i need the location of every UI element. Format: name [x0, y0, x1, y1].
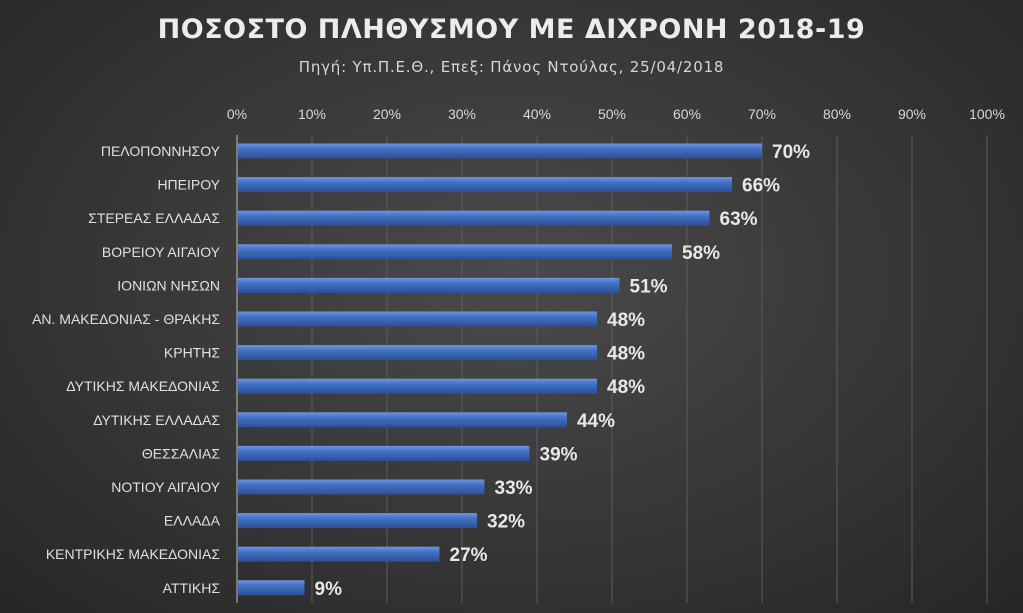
data-label: 44%	[577, 411, 615, 432]
gridlines	[236, 135, 988, 603]
chart-title: ΠΟΣΟΣΤΟ ΠΛΗΘΥΣΜΟΥ ΜΕ ΔΙΧΡΟΝΗ 2018-19	[157, 14, 866, 45]
category-label: ΠΕΛΟΠΟΝΝΗΣΟΥ	[101, 143, 221, 159]
data-label: 39%	[540, 444, 578, 465]
x-tick-label: 20%	[373, 106, 401, 122]
bar	[238, 513, 477, 529]
category-label: ΔΥΤΙΚΗΣ ΕΛΛΑΔΑΣ	[93, 412, 220, 428]
category-label: ΙΟΝΙΩΝ ΝΗΣΩΝ	[117, 277, 220, 293]
bar	[238, 244, 672, 260]
bar	[238, 445, 530, 461]
bar	[238, 143, 762, 159]
data-label: 48%	[607, 344, 645, 365]
data-labels: 70% 66% 63%58% 51% 48% 48% 48% 44% 39% 33% 32% 27% 9…	[315, 142, 811, 600]
bar	[238, 580, 305, 596]
bar	[238, 345, 597, 361]
x-tick-label: 40%	[523, 106, 551, 122]
category-label: ΑΤΤΙΚΗΣ	[163, 580, 221, 596]
x-tick-label: 90%	[898, 106, 926, 122]
x-tick-label: 10%	[298, 106, 326, 122]
category-label: ΣΤΕΡΕΑΣ ΕΛΛΑΔΑΣ	[88, 210, 220, 226]
category-label: ΘΕΣΣΑΛΙΑΣ	[142, 445, 220, 461]
bar	[238, 378, 597, 394]
x-tick-label: 50%	[598, 106, 626, 122]
data-label: 63%	[720, 209, 758, 230]
bar	[238, 277, 620, 293]
bar	[238, 177, 732, 193]
x-axis-ticks: 0% 10% 20% 30% 40% 50% 60% 70% 80% 90% 100%	[227, 106, 1005, 122]
bar	[238, 479, 485, 495]
data-label: 58%	[682, 243, 720, 264]
data-label: 70%	[772, 142, 810, 163]
x-tick-label: 30%	[448, 106, 476, 122]
data-label: 33%	[495, 478, 533, 499]
x-tick-label: 70%	[748, 106, 776, 122]
category-label: ΚΡΗΤΗΣ	[164, 345, 220, 361]
bar	[238, 210, 710, 226]
category-label: ΑΝ. ΜΑΚΕΔΟΝΙΑΣ - ΘΡΑΚΗΣ	[32, 311, 220, 327]
data-label: 66%	[742, 176, 780, 197]
data-label: 48%	[607, 310, 645, 331]
data-label: 27%	[450, 545, 488, 566]
bar	[238, 311, 597, 327]
chart-subtitle: Πηγή: Υπ.Π.Ε.Θ., Επεξ: Πάνος Ντούλας, 25…	[298, 58, 725, 76]
category-label: ΗΠΕΙΡΟΥ	[157, 177, 220, 193]
x-tick-label: 80%	[823, 106, 851, 122]
data-label: 48%	[607, 377, 645, 398]
bars	[238, 143, 762, 596]
category-labels: ΠΕΛΟΠΟΝΝΗΣΟΥ ΗΠΕΙΡΟΥ ΣΤΕΡΕΑΣ ΕΛΛΑΔΑΣ ΒΟΡΕΙΟ…	[32, 143, 221, 596]
category-label: ΚΕΝΤΡΙΚΗΣ ΜΑΚΕΔΟΝΙΑΣ	[46, 546, 221, 562]
data-label: 9%	[315, 579, 343, 600]
x-tick-label: 100%	[969, 106, 1005, 122]
bar	[238, 546, 440, 562]
bar	[238, 412, 567, 428]
category-label: ΝΟΤΙΟΥ ΑΙΓΑΙΟΥ	[111, 479, 220, 495]
category-label: ΒΟΡΕΙΟΥ ΑΙΓΑΙΟΥ	[102, 244, 221, 260]
category-label: ΔΥΤΙΚΗΣ ΜΑΚΕΔΟΝΙΑΣ	[66, 378, 220, 394]
data-label: 32%	[487, 512, 525, 533]
x-tick-label: 0%	[227, 106, 247, 122]
data-label: 51%	[630, 276, 668, 297]
x-tick-label: 60%	[673, 106, 701, 122]
category-label: ΕΛΛΑΔΑ	[164, 513, 221, 529]
